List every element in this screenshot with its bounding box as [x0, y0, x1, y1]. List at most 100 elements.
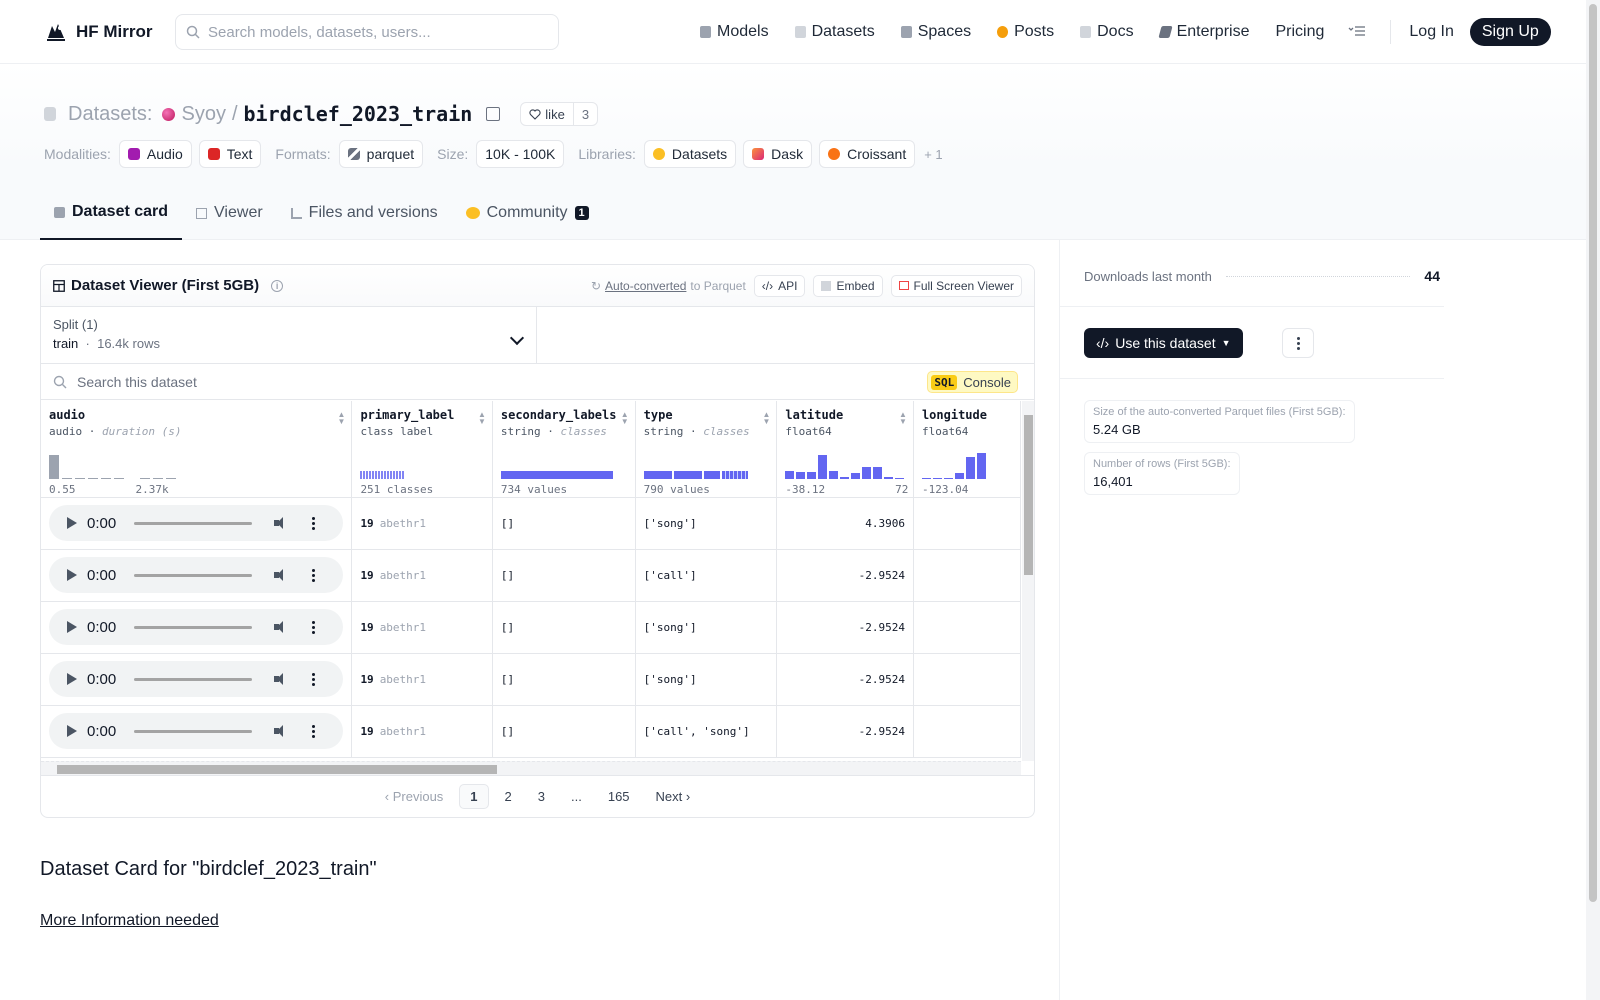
secondary-labels-histogram[interactable] [500, 447, 613, 479]
page-scroll-thumb[interactable] [1589, 4, 1597, 902]
copy-icon[interactable] [486, 107, 501, 121]
volume-icon[interactable] [274, 673, 288, 685]
primary-label-histogram[interactable] [360, 447, 405, 479]
global-search-input[interactable] [208, 23, 538, 41]
like-button[interactable]: like 3 [520, 102, 599, 126]
audio-player[interactable]: 0:00 [49, 505, 343, 541]
tag-audio[interactable]: Audio [118, 140, 192, 168]
table-vertical-scrollbar[interactable] [1022, 401, 1034, 761]
audio-player[interactable]: 0:00 [49, 609, 343, 645]
split-select[interactable]: Split (1) train · 16.4k rows [41, 307, 537, 363]
dataset-search-input[interactable] [77, 373, 777, 390]
audio-player[interactable]: 0:00 [49, 713, 343, 749]
table-row[interactable]: 0:00 19 abethr1 [] ['song'] -2.9524 [41, 653, 1021, 706]
brand-logo[interactable]: HF Mirror [44, 20, 153, 44]
auto-converted-link[interactable]: Auto-converted [605, 278, 687, 293]
datasets-section-link[interactable]: Datasets: [68, 102, 153, 125]
type-histogram[interactable] [643, 447, 748, 479]
audio-menu-icon[interactable] [312, 724, 316, 738]
nav-pricing[interactable]: Pricing [1275, 18, 1324, 46]
column-header-longitude[interactable]: longitude float64 -123.04 [913, 401, 1021, 498]
more-menu-icon[interactable] [1348, 24, 1366, 40]
libraries-more[interactable]: + 1 [924, 146, 943, 162]
fullscreen-viewer-button[interactable]: Full Screen Viewer [890, 274, 1022, 297]
play-icon[interactable] [67, 725, 77, 737]
login-link[interactable]: Log In [1409, 23, 1454, 40]
dataset-name[interactable]: birdclef_2023_train [243, 102, 473, 126]
tab-viewer[interactable]: Viewer [182, 186, 277, 240]
audio-menu-icon[interactable] [312, 620, 316, 634]
column-header-type[interactable]: type string · classes ▲ ▼ 790 values [635, 401, 778, 498]
nav-datasets[interactable]: Datasets [794, 18, 875, 46]
table-row[interactable]: 0:00 19 abethr1 [] ['song'] -2.9524 [41, 601, 1021, 654]
table-row[interactable]: 0:00 19 abethr1 [] ['call'] -2.9524 [41, 549, 1021, 602]
tab-files[interactable]: Files and versions [277, 186, 452, 240]
nav-posts[interactable]: Posts [997, 18, 1054, 46]
page-1-button[interactable]: 1 [459, 784, 489, 809]
page-last-button[interactable]: 165 [607, 789, 630, 804]
api-button[interactable]: ‹/› API [753, 274, 806, 297]
scroll-thumb[interactable] [1024, 415, 1033, 575]
sql-console-button[interactable]: SQL Console [927, 371, 1018, 393]
volume-icon[interactable] [274, 569, 288, 581]
tag-parquet[interactable]: parquet [338, 140, 424, 168]
audio-progress-track[interactable] [134, 729, 253, 733]
use-dataset-button[interactable]: ‹/› Use this dataset ▼ [1084, 328, 1243, 358]
scroll-thumb[interactable] [57, 765, 497, 774]
play-icon[interactable] [67, 517, 77, 529]
play-icon[interactable] [67, 569, 77, 581]
audio-progress-track[interactable] [134, 573, 253, 577]
tag-dask[interactable]: Dask [743, 140, 813, 168]
more-info-link[interactable]: More Information needed [40, 912, 219, 929]
tag-croissant[interactable]: Croissant [819, 140, 916, 168]
nav-enterprise[interactable]: Enterprise [1157, 18, 1249, 46]
tag-datasets-lib[interactable]: Datasets [643, 140, 737, 168]
sort-icon[interactable]: ▲ ▼ [620, 410, 629, 426]
table-row[interactable]: 0:00 19 abethr1 [] ['call', 'song'] -2.9524 [41, 705, 1021, 758]
column-header-latitude[interactable]: latitude float64 ▲ ▼ [776, 401, 914, 498]
nav-models[interactable]: Models [700, 18, 769, 46]
sort-icon[interactable]: ▲ ▼ [337, 410, 346, 426]
embed-button[interactable]: Embed [813, 274, 883, 297]
latitude-histogram[interactable] [785, 447, 905, 479]
global-search[interactable] [175, 14, 559, 50]
play-icon[interactable] [67, 621, 77, 633]
play-icon[interactable] [67, 673, 77, 685]
tab-dataset-card[interactable]: Dataset card [40, 186, 183, 240]
page-scrollbar[interactable] [1586, 0, 1600, 1000]
signup-button[interactable]: Sign Up [1469, 18, 1551, 46]
tag-text[interactable]: Text [198, 140, 262, 168]
next-page-button[interactable]: Next › [655, 789, 691, 804]
longitude-histogram[interactable] [921, 447, 986, 479]
nav-docs[interactable]: Docs [1080, 18, 1134, 46]
sort-icon[interactable]: ▲ ▼ [762, 410, 771, 426]
tab-community[interactable]: Community 1 [452, 186, 603, 240]
sort-icon[interactable]: ▲ ▼ [477, 410, 486, 426]
audio-menu-icon[interactable] [312, 568, 316, 582]
audio-player[interactable]: 0:00 [49, 557, 343, 593]
sidebar-more-button[interactable] [1282, 328, 1314, 358]
column-header-secondary-labels[interactable]: secondary_labels string · classes ▲ ▼ 734… [492, 401, 636, 498]
previous-page-button[interactable]: ‹ Previous [384, 789, 444, 804]
nav-spaces[interactable]: Spaces [900, 18, 971, 46]
column-header-audio[interactable]: audio audio · duration (s) ▲ ▼ [41, 401, 353, 498]
audio-progress-track[interactable] [134, 521, 253, 525]
column-header-primary-label[interactable]: primary_label class label ▲ ▼ 251 classes [351, 401, 493, 498]
audio-histogram[interactable] [49, 447, 176, 479]
audio-menu-icon[interactable] [312, 516, 316, 530]
audio-progress-track[interactable] [134, 677, 253, 681]
audio-menu-icon[interactable] [312, 672, 316, 686]
volume-icon[interactable] [274, 725, 288, 737]
volume-icon[interactable] [274, 621, 288, 633]
tag-size[interactable]: 10K - 100K [476, 140, 565, 168]
info-icon[interactable]: i [271, 279, 284, 292]
dataset-search[interactable]: SQL Console [41, 364, 1034, 400]
page-2-button[interactable]: 2 [504, 789, 512, 804]
table-row[interactable]: 0:00 19 abethr1 [] ['song'] 4.3906 [41, 497, 1021, 550]
volume-icon[interactable] [274, 517, 288, 529]
page-3-button[interactable]: 3 [537, 789, 545, 804]
sort-icon[interactable]: ▲ ▼ [899, 410, 907, 426]
audio-progress-track[interactable] [134, 625, 253, 629]
audio-player[interactable]: 0:00 [49, 661, 343, 697]
org-link[interactable]: Syoy [181, 102, 226, 125]
